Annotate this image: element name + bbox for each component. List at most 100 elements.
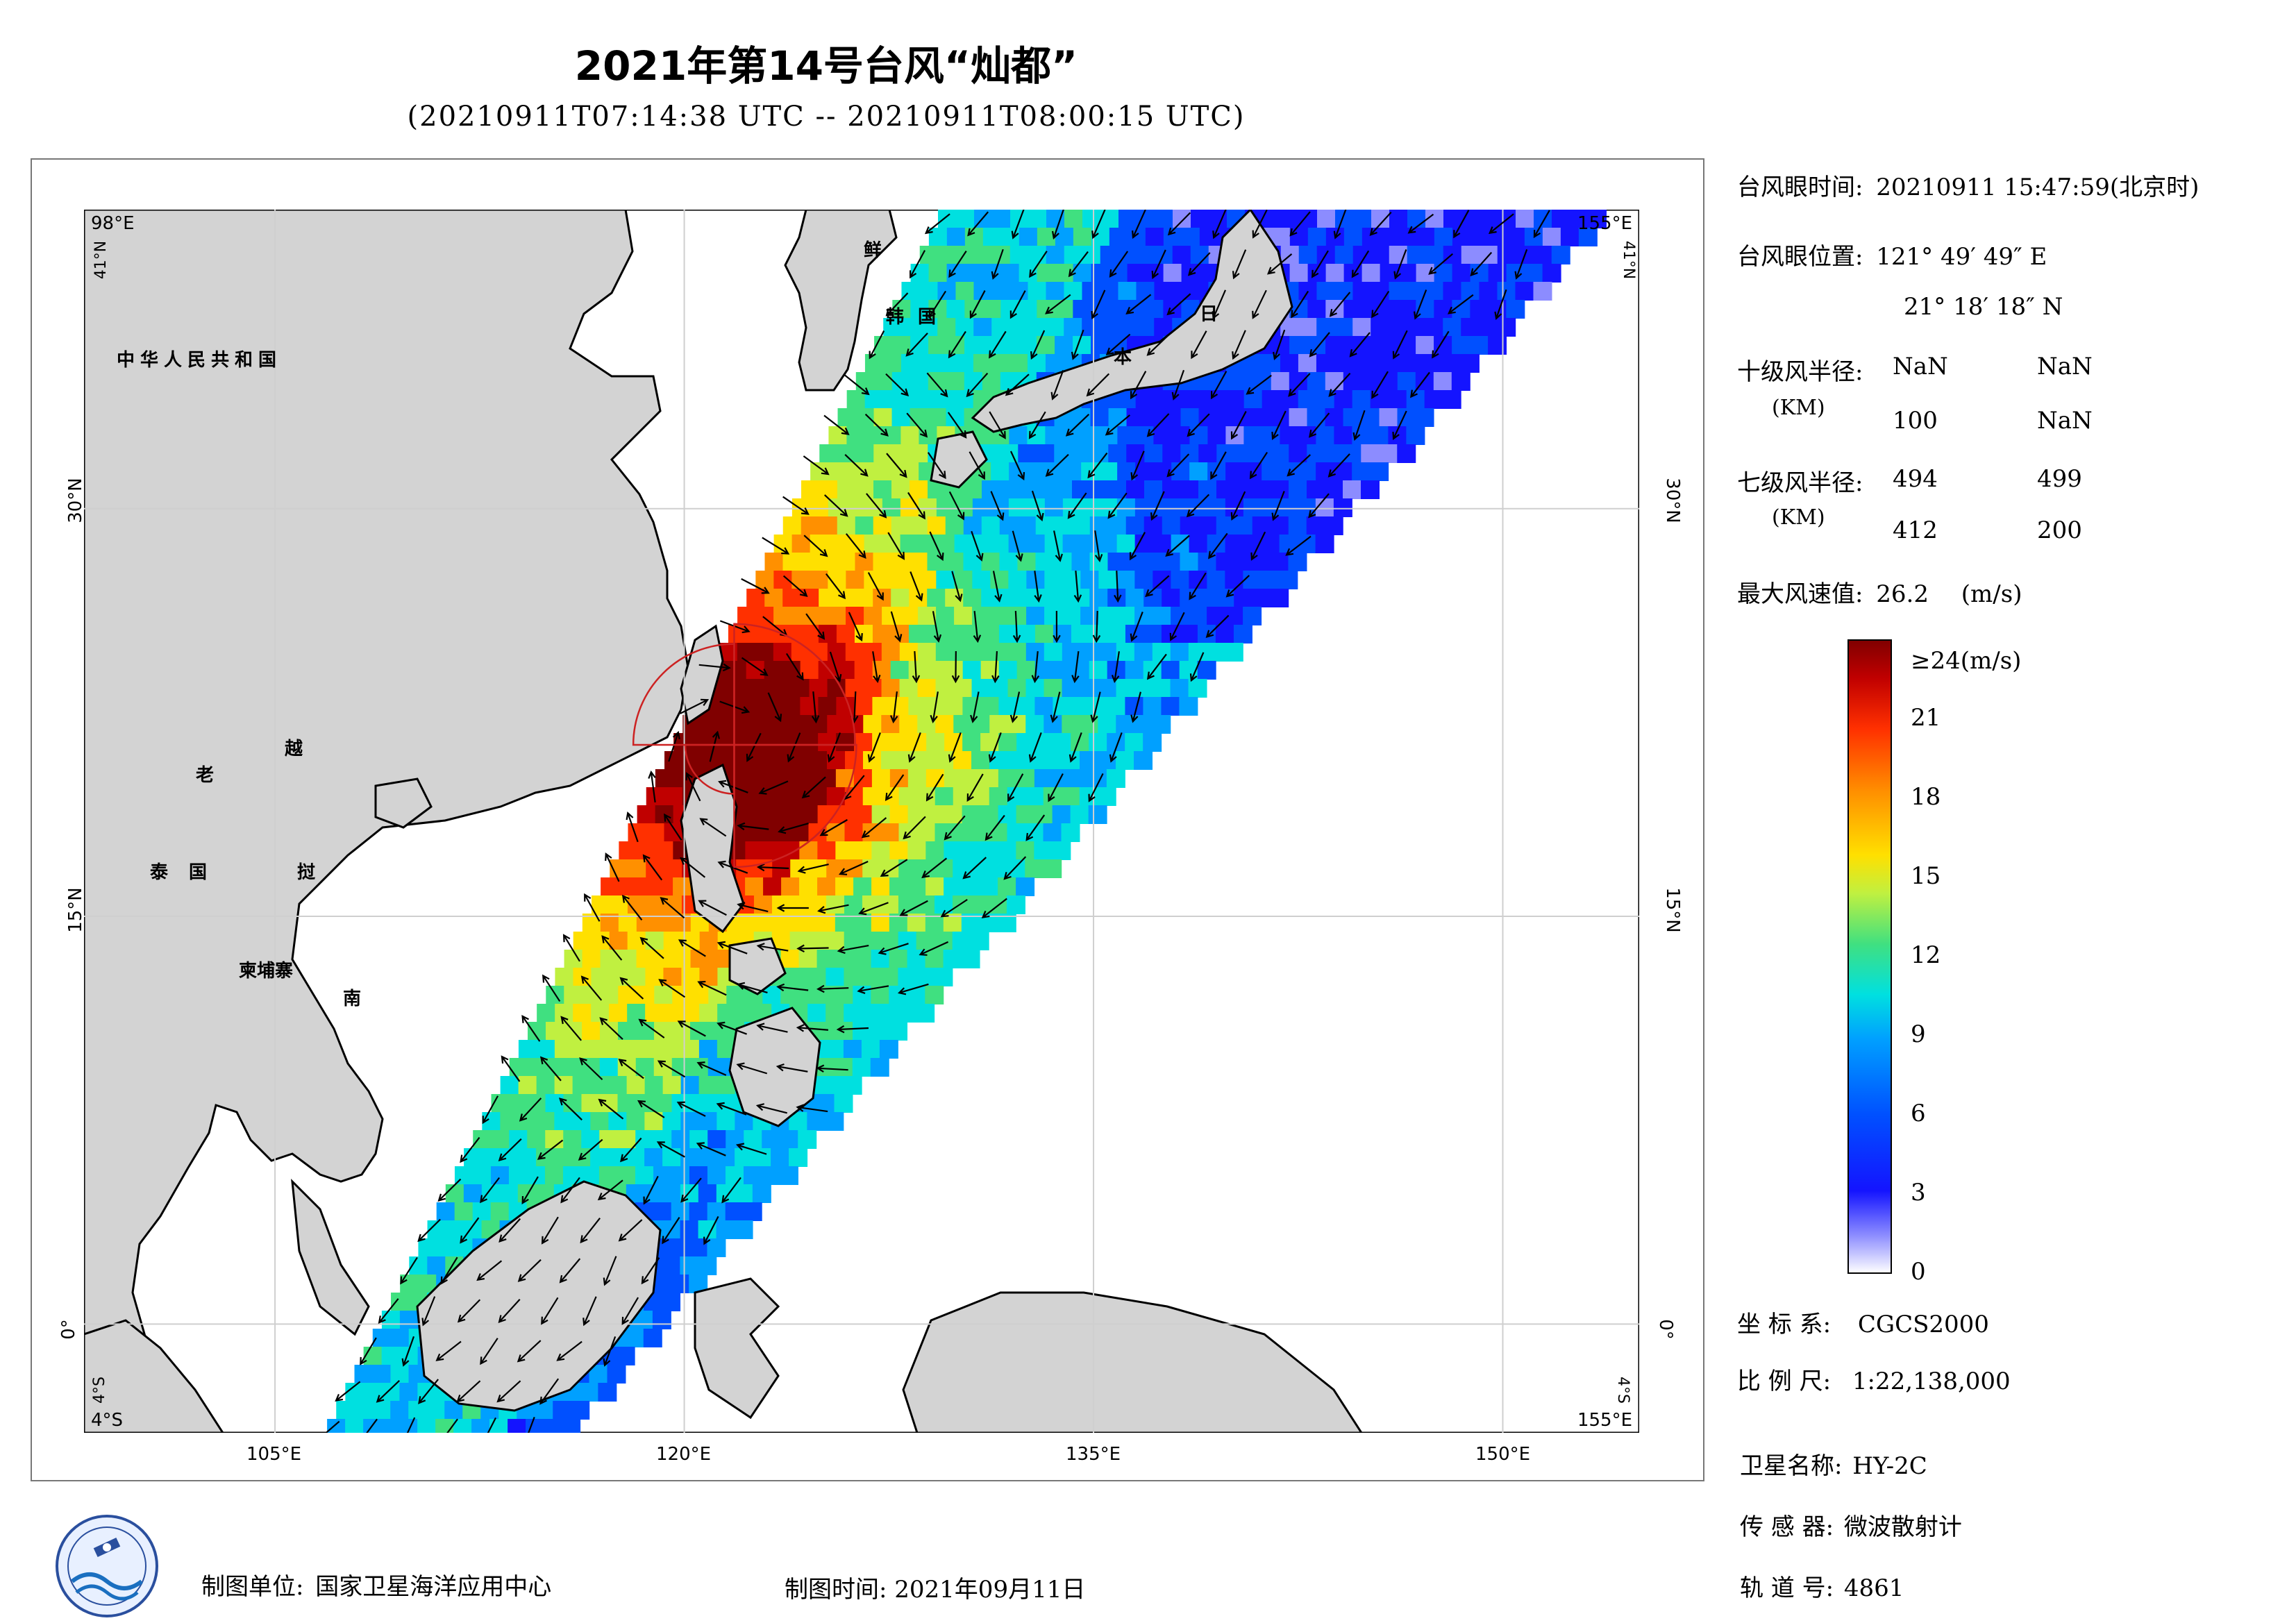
wind-arrow (906, 412, 928, 438)
wind-arrow (1225, 575, 1250, 598)
wind-speed-cell (598, 1383, 617, 1402)
wind-speed-cell (1470, 300, 1489, 319)
wind-speed-cell (937, 354, 956, 373)
wind-speed-cell (635, 1058, 655, 1077)
wind-speed-cell (1334, 354, 1353, 373)
wind-arrow (796, 944, 829, 953)
wind-speed-cell (925, 986, 944, 1004)
wind-speed-cell (728, 661, 747, 680)
wind-speed-cell (363, 1347, 383, 1365)
wind-speed-cell (1406, 390, 1425, 409)
wind-speed-cell (944, 805, 963, 824)
wind-arrow (801, 776, 826, 799)
wind-speed-cell (1127, 300, 1146, 319)
wind-speed-cell (919, 282, 939, 301)
wind-speed-cell (1136, 318, 1155, 337)
wind-speed-cell (1135, 390, 1155, 409)
wind-speed-cell (1134, 679, 1153, 698)
wind-speed-cell (581, 1130, 601, 1149)
wind-speed-cell (1307, 300, 1327, 319)
wind-speed-cell (1271, 372, 1290, 391)
map-frame (31, 158, 1704, 1481)
wind-arrow (782, 496, 810, 515)
wind-speed-cell (699, 932, 719, 950)
wind-speed-cell (736, 859, 755, 878)
wind-speed-cell (599, 1130, 619, 1149)
wind-speed-cell (918, 535, 937, 553)
wind-speed-cell (427, 1256, 446, 1275)
wind-speed-cell (745, 877, 764, 896)
wind-speed-cell (919, 318, 939, 337)
wind-arrow (1003, 856, 1027, 880)
wind-arrow (435, 1340, 462, 1361)
wind-arrow (928, 290, 947, 319)
wind-arrow (816, 984, 849, 993)
wind-speed-cell (916, 932, 935, 950)
wind-speed-cell (1425, 210, 1444, 228)
wind-arrow (989, 330, 1007, 359)
wind-speed-cell (609, 968, 628, 986)
wind-arrow (1065, 414, 1090, 437)
wind-speed-cell (1016, 733, 1036, 752)
wind-arrow (1146, 653, 1167, 680)
wind-speed-cell (844, 823, 864, 842)
wind-speed-cell (891, 516, 910, 535)
wind-speed-cell (582, 1022, 601, 1041)
wind-speed-cell (1189, 535, 1208, 553)
wind-speed-cell (936, 607, 955, 625)
wind-speed-cell (1080, 679, 1099, 698)
wind-speed-cell (1026, 535, 1046, 553)
wind-speed-cell (825, 1076, 844, 1095)
wind-speed-cell (1352, 354, 1371, 373)
wind-speed-cell (898, 1004, 917, 1023)
wind-speed-cell (680, 1148, 700, 1167)
wind-speed-cell (1207, 607, 1226, 625)
wind-speed-cell (1190, 246, 1209, 264)
wind-speed-cell (580, 1383, 599, 1402)
wind-speed-cell (737, 715, 756, 734)
wind-speed-cell (399, 1383, 419, 1402)
wind-speed-cell (1045, 426, 1064, 445)
wind-speed-cell (1136, 282, 1155, 301)
wind-speed-cell (864, 607, 883, 625)
wind-arrow (767, 692, 782, 723)
colorbar-gradient (1847, 639, 1892, 1274)
wind-speed-cell (526, 1166, 546, 1185)
wind-speed-cell (644, 1184, 663, 1203)
wind-speed-cell (1008, 571, 1028, 589)
wind-speed-cell (571, 1401, 590, 1420)
wind-speed-cell (964, 336, 984, 355)
wind-speed-cell (1334, 426, 1353, 445)
wind-speed-cell (1152, 679, 1171, 698)
wind-speed-cell (826, 932, 845, 950)
wind-speed-cell (982, 228, 1002, 246)
wind-speed-cell (381, 1383, 401, 1402)
wind-speed-cell (1271, 444, 1290, 463)
wind-speed-cell (680, 1256, 699, 1275)
wind-speed-cell (780, 1130, 799, 1149)
wind-speed-cell (762, 1130, 781, 1149)
wind-arrow (890, 691, 898, 724)
wind-speed-cell (853, 877, 873, 896)
wind-speed-cell (1162, 553, 1181, 571)
wind-speed-cell (945, 553, 964, 571)
wind-speed-cell (1479, 318, 1498, 337)
wind-speed-cell (1180, 553, 1199, 571)
wind-speed-cell (1062, 679, 1081, 698)
wind-speed-cell (737, 643, 756, 662)
wind-speed-cell (625, 1329, 644, 1347)
wind-speed-cell (1062, 607, 1082, 625)
wind-speed-cell (818, 697, 837, 716)
corner-tl-lat: 41°N (92, 240, 110, 280)
wind-arrow (890, 611, 903, 643)
wind-speed-cell (1000, 336, 1020, 355)
wind-speed-cell (1371, 246, 1390, 264)
r7-label: 七级风半径: (1737, 469, 1863, 497)
wind-speed-cell (743, 1202, 762, 1221)
wind-speed-cell (1007, 679, 1027, 698)
wind-speed-cell (1216, 480, 1236, 499)
wind-speed-cell (817, 877, 837, 896)
wind-speed-cell (562, 1419, 581, 1433)
lon-tick-120-bottom: 120°E (656, 1444, 712, 1465)
wind-speed-cell (500, 1076, 519, 1095)
